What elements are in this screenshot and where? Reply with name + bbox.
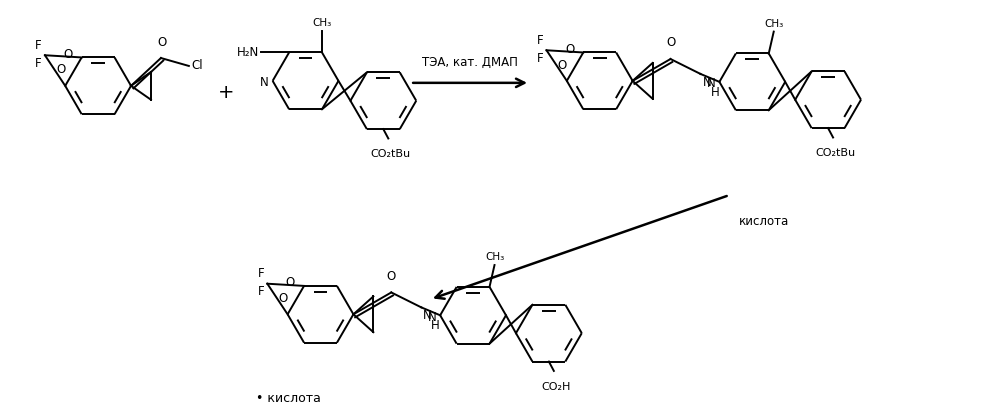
Text: ТЭА, кат. ДМАП: ТЭА, кат. ДМАП [422,56,518,69]
Text: O: O [157,36,167,49]
Text: CO₂tBu: CO₂tBu [815,148,855,158]
Text: N: N [702,76,711,89]
Text: F: F [537,34,544,47]
Text: CO₂H: CO₂H [541,382,571,392]
Text: F: F [258,285,264,298]
Text: N: N [423,309,432,322]
Text: F: F [258,267,264,280]
Text: O: O [63,48,73,61]
Text: CH₃: CH₃ [764,19,783,29]
Text: CH₃: CH₃ [485,252,504,262]
Text: O: O [286,276,295,289]
Text: O: O [565,43,574,56]
Text: O: O [666,36,675,49]
Text: H: H [710,86,719,99]
Text: F: F [35,57,42,70]
Text: O: O [278,292,288,305]
Text: Cl: Cl [192,60,203,73]
Text: O: O [558,58,567,72]
Text: N: N [427,311,436,324]
Text: CH₃: CH₃ [312,18,332,28]
Text: N: N [260,76,269,89]
Text: F: F [537,52,544,65]
Text: O: O [387,269,396,282]
Text: • кислота: • кислота [256,392,321,405]
Text: O: O [56,63,65,76]
Text: CO₂tBu: CO₂tBu [370,149,410,159]
Text: +: + [218,83,234,102]
Text: H₂N: H₂N [237,46,259,59]
Text: H: H [431,319,440,332]
Text: N: N [707,77,715,90]
Text: F: F [35,39,42,52]
Text: кислота: кислота [739,215,790,228]
